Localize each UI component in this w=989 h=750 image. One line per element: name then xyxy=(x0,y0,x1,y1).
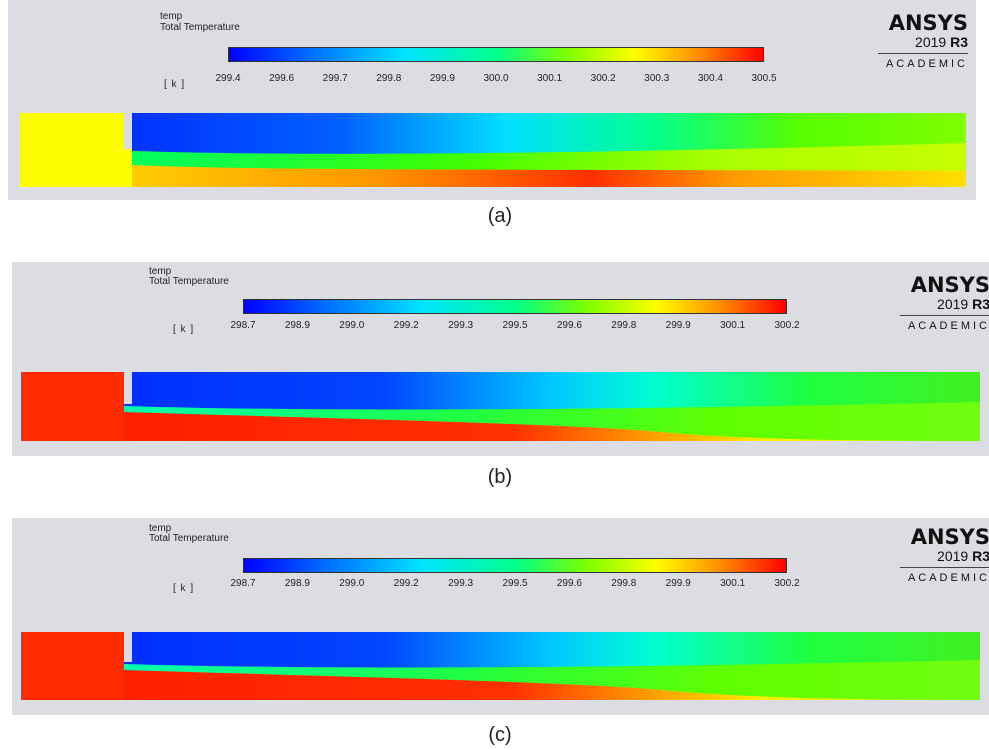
logo-version-year: 2019 xyxy=(915,34,947,50)
colorbar-tick-label: 299.2 xyxy=(393,578,419,589)
colorbar-tick-label: 299.9 xyxy=(665,320,691,331)
colorbar-tick-label: 300.4 xyxy=(697,73,723,84)
colorbar-tick-label: 299.9 xyxy=(665,578,691,589)
logo-version-release: R3 xyxy=(972,296,989,312)
colorbar-tick-label: 300.2 xyxy=(590,73,616,84)
colorbar-tick-label: 299.6 xyxy=(556,320,582,331)
colorbar-tick-label: 298.9 xyxy=(284,578,310,589)
colorbar-tick-label: 299.5 xyxy=(502,578,528,589)
hot-wall-region xyxy=(124,412,980,441)
colorbar-tick-label: 300.3 xyxy=(644,73,670,84)
logo-rule xyxy=(900,315,989,316)
variable-label: Total Temperature xyxy=(149,533,229,544)
colorbar-tick-label: 299.0 xyxy=(339,578,365,589)
caption-c: (c) xyxy=(488,724,512,746)
caption-a: (a) xyxy=(487,205,513,227)
contour-panel-b: temp Total Temperature [ k ] ANSYS 2019 … xyxy=(12,262,989,456)
logo-edition: ACADEMIC xyxy=(907,320,989,332)
inlet-region xyxy=(21,632,124,700)
logo-version-year: 2019 xyxy=(937,296,969,312)
contour-panel-a: temp Total Temperature [ k ] ANSYS 2019 … xyxy=(8,0,976,200)
logo-version: 2019 R3 xyxy=(900,296,989,312)
colorbar-tick-label: 300.2 xyxy=(774,320,800,331)
colorbar-tick-label: 299.6 xyxy=(269,73,295,84)
temperature-field xyxy=(20,113,966,187)
colorbar-tick-label: 300.1 xyxy=(720,320,746,331)
logo-brand: ANSYS xyxy=(888,11,968,35)
temperature-field xyxy=(21,632,980,700)
colorbar-tick-label: 298.7 xyxy=(230,320,256,331)
logo-version-release: R3 xyxy=(950,34,968,50)
colorbar-tick-label: 299.2 xyxy=(393,320,419,331)
colorbar-tick-label: 300.1 xyxy=(537,73,563,84)
colorbar-tick-label: 299.8 xyxy=(376,73,402,84)
colorbar-tick-label: 299.7 xyxy=(322,73,348,84)
colorbar xyxy=(228,47,764,62)
variable-label: Total Temperature xyxy=(149,276,229,287)
variable-label: Total Temperature xyxy=(160,22,240,33)
colorbar-tick-label: 299.8 xyxy=(611,320,637,331)
colorbar-tick-label: 299.0 xyxy=(339,320,365,331)
logo-brand: ANSYS xyxy=(910,525,989,549)
hot-wall-region xyxy=(124,670,980,700)
logo-version: 2019 R3 xyxy=(878,34,968,50)
colorbar-tick-label: 300.5 xyxy=(751,73,777,84)
variable-name: temp xyxy=(149,266,172,277)
colorbar-tick-label: 298.9 xyxy=(284,320,310,331)
colorbar-tick-label: 299.8 xyxy=(611,578,637,589)
colorbar-tick-label: 299.5 xyxy=(502,320,528,331)
hot-wall-region xyxy=(132,165,966,187)
colorbar-tick-label: 298.7 xyxy=(230,578,256,589)
variable-name: temp xyxy=(160,11,183,22)
logo-brand: ANSYS xyxy=(910,273,989,297)
logo-version-release: R3 xyxy=(972,548,989,564)
logo-edition: ACADEMIC xyxy=(885,58,968,70)
caption-b: (b) xyxy=(487,466,513,488)
colorbar-tick-label: 299.3 xyxy=(448,578,474,589)
colorbar-tick-label: 299.3 xyxy=(448,320,474,331)
variable-name: temp xyxy=(149,523,172,534)
logo-rule xyxy=(878,53,968,54)
colorbar-tick-label: 299.9 xyxy=(429,73,455,84)
colorbar-tick-label: 300.0 xyxy=(483,73,509,84)
ansys-logo: ANSYS 2019 R3 ACADEMIC xyxy=(878,12,968,70)
inlet-region xyxy=(21,372,124,441)
step-wall xyxy=(124,113,132,149)
unit-label: [ k ] xyxy=(164,79,186,90)
logo-version: 2019 R3 xyxy=(900,548,989,564)
logo-version-year: 2019 xyxy=(937,548,969,564)
step-wall xyxy=(124,372,132,404)
colorbar-tick-label: 299.4 xyxy=(215,73,241,84)
step-wall xyxy=(124,632,132,662)
unit-label: [ k ] xyxy=(173,324,195,335)
contour-panel-c: temp Total Temperature [ k ] ANSYS 2019 … xyxy=(12,518,989,715)
colorbar-tick-label: 300.2 xyxy=(774,578,800,589)
colorbar-tick-label: 299.6 xyxy=(556,578,582,589)
logo-rule xyxy=(900,567,989,568)
colorbar xyxy=(243,558,787,573)
unit-label: [ k ] xyxy=(173,583,195,594)
ansys-logo: ANSYS 2019 R3 ACADEMIC xyxy=(900,526,989,584)
inlet-region xyxy=(20,113,132,187)
colorbar xyxy=(243,299,787,314)
temperature-field xyxy=(21,372,980,441)
logo-edition: ACADEMIC xyxy=(907,572,989,584)
ansys-logo: ANSYS 2019 R3 ACADEMIC xyxy=(900,274,989,332)
colorbar-tick-label: 300.1 xyxy=(720,578,746,589)
